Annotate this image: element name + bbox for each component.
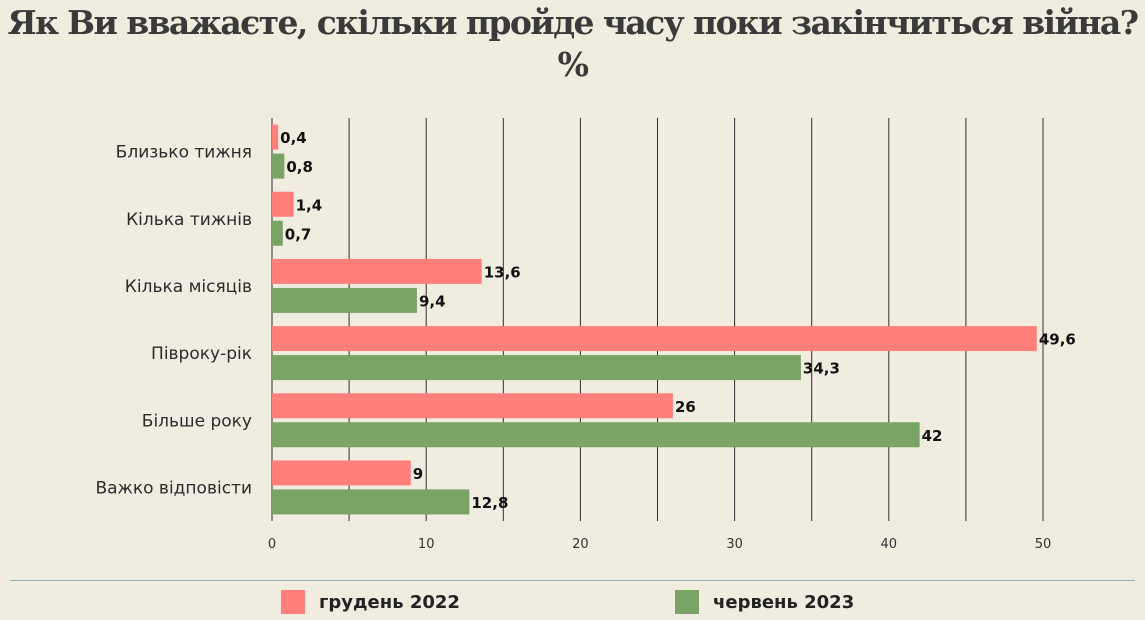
bar (272, 422, 920, 448)
x-tick-label: 50 (1035, 537, 1052, 552)
data-label: 42 (922, 427, 943, 445)
legend-item-dec-2022: грудень 2022 (281, 589, 460, 615)
bar (272, 326, 1037, 352)
legend-label-dec-2022: грудень 2022 (319, 591, 460, 613)
bar (272, 220, 283, 246)
data-label: 0,8 (286, 158, 313, 176)
legend-label-jun-2023: червень 2023 (713, 591, 855, 613)
bar (272, 460, 411, 486)
bar (272, 355, 801, 381)
data-label: 0,4 (280, 129, 307, 147)
legend-divider (10, 580, 1135, 581)
bar (272, 489, 470, 515)
bar-chart: 0 10 20 30 40 50 Близько тижня 0,4 0,8 Кілька тиж… (95, 118, 1076, 552)
data-label: 1,4 (296, 196, 323, 214)
legend-swatch-jun-2023 (675, 590, 699, 614)
x-tick-label: 0 (268, 537, 276, 552)
bar (272, 287, 417, 313)
bar (272, 191, 294, 217)
x-tick-label: 30 (726, 537, 743, 552)
x-tick-label: 20 (572, 537, 589, 552)
data-label: 9 (413, 465, 423, 483)
x-tick-label: 40 (881, 537, 898, 552)
data-label: 13,6 (484, 263, 521, 281)
data-label: 34,3 (803, 360, 840, 378)
data-label: 0,7 (285, 225, 312, 243)
category-label: Більше року (142, 411, 252, 431)
data-label: 12,8 (471, 494, 508, 512)
bar (272, 393, 673, 419)
chart-title: Як Ви вважаєте, скільки пройде часу поки… (7, 3, 1139, 84)
data-label: 9,4 (419, 292, 446, 310)
data-label: 26 (675, 398, 696, 416)
category-label: Важко відповісти (95, 478, 252, 498)
category-label: Близько тижня (116, 143, 252, 163)
bar (272, 124, 279, 150)
data-label: 49,6 (1039, 331, 1076, 349)
bar (272, 258, 482, 284)
legend-item-jun-2023: червень 2023 (675, 589, 854, 615)
category-label: Півроку-рік (151, 344, 252, 364)
category-label: Кілька місяців (125, 277, 252, 297)
category-label: Кілька тижнів (126, 210, 252, 230)
legend-swatch-dec-2022 (281, 590, 305, 614)
bar (272, 153, 285, 179)
x-tick-label: 10 (418, 537, 435, 552)
